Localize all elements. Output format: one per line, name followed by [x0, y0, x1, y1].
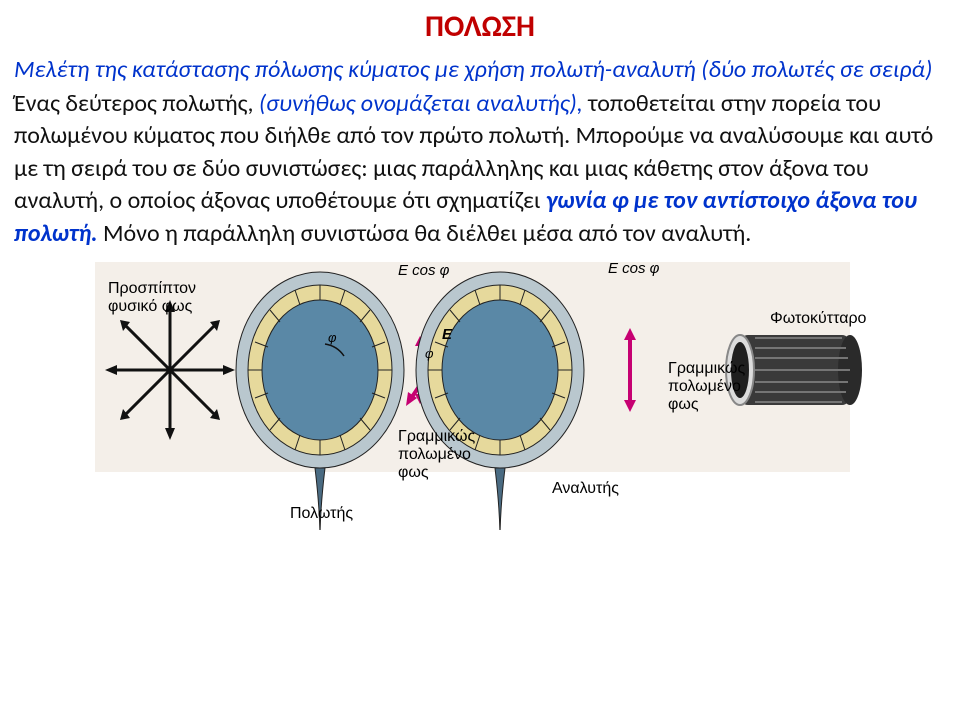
label-photocell: Φωτοκύτταρο — [770, 310, 866, 328]
label-linpol3: φως — [398, 464, 429, 482]
label-linpol-after1: Γραμμικώς — [668, 360, 745, 378]
body-part3: Μόνο η παράλληλη συνιστώσα θα διέλθει μέ… — [103, 219, 751, 248]
label-ecosphi-2: E cos φ — [608, 260, 659, 277]
subtitle: Μελέτη της κατάστασης πόλωσης κύματος με… — [14, 55, 946, 84]
label-analyzer: Αναλυτής — [552, 480, 619, 498]
body-part1: Ένας δεύτερος πολωτής, — [14, 89, 259, 118]
label-linpol1: Γραμμικώς — [398, 428, 475, 446]
body-text: Ένας δεύτερος πολωτής, (συνήθως ονομάζετ… — [14, 88, 940, 250]
label-polarizer: Πολωτής — [290, 505, 353, 523]
polarization-diagram: Προσπίπτον φυσικό φως Πολωτής E cos φ E … — [0, 250, 960, 530]
page-title: ΠΟΛΩΣΗ — [0, 8, 960, 45]
label-E: E — [442, 326, 452, 343]
label-ecosphi-1: E cos φ — [398, 262, 449, 279]
label-phi-0: φ — [328, 330, 336, 345]
label-incident-1: Προσπίπτον — [108, 280, 196, 298]
label-linpol-after3: φως — [668, 396, 699, 414]
label-linpol-after2: πολωμένο — [668, 378, 741, 396]
label-linpol2: πολωμένο — [398, 446, 471, 464]
body-emph1: (συνήθως ονομάζεται αναλυτής), — [259, 89, 583, 118]
label-incident-2: φυσικό φως — [108, 298, 192, 316]
label-phi-1: φ — [425, 346, 433, 361]
